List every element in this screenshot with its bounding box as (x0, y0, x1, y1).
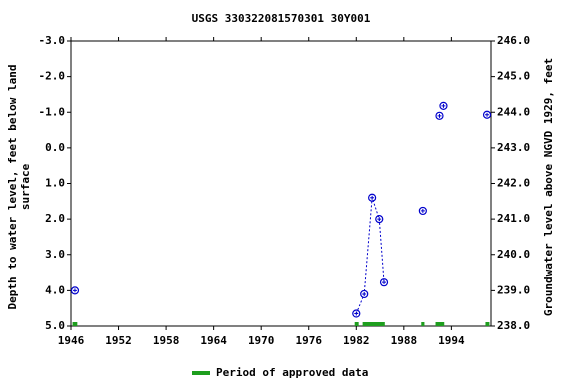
marker-cross (485, 112, 490, 117)
approved-period (354, 322, 359, 326)
data-point (70, 286, 80, 295)
y2-tick-label: 241.0 (497, 212, 530, 225)
marker-circle (375, 215, 384, 224)
marker-circle (360, 289, 369, 299)
x-tick-label: 1964 (200, 334, 227, 347)
marker-cross (382, 280, 387, 285)
chart-title: USGS 330322081570301 30Y001 (192, 12, 371, 25)
x-tick-label: 1958 (153, 334, 180, 347)
approved-period (72, 322, 78, 326)
y2-axis-label: Groundwater level above NGVD 1929, feet (542, 58, 555, 316)
marker-circle (352, 309, 361, 318)
y2-tick-label: 240.0 (497, 248, 530, 261)
y-tick-label: 4.0 (45, 283, 65, 296)
x-tick-label: 1970 (248, 334, 275, 347)
y2-tick-label: 243.0 (497, 141, 530, 154)
x-tick-label: 1982 (343, 334, 370, 347)
data-point (360, 289, 369, 299)
approved-period (435, 322, 445, 326)
data-point (418, 206, 427, 216)
y2-tick-label: 245.0 (497, 70, 530, 83)
marker-circle (435, 111, 444, 120)
y-tick-label: 2.0 (45, 212, 65, 225)
marker-cross (441, 103, 446, 108)
marker-cross (437, 113, 442, 118)
marker-cross (354, 311, 359, 316)
data-point (482, 110, 492, 119)
y2-tick-label: 239.0 (497, 283, 530, 296)
marker-cross (377, 217, 382, 222)
approved-period (421, 322, 425, 326)
y-tick-label: 5.0 (45, 319, 65, 332)
marker-cross (362, 291, 367, 296)
x-tick-label: 1994 (438, 334, 465, 347)
data-point (375, 215, 384, 224)
x-tick-label: 1988 (391, 334, 418, 347)
x-tick-label: 1976 (295, 334, 322, 347)
y-tick-label: 3.0 (45, 248, 65, 261)
data-point (368, 193, 377, 202)
data-point (435, 111, 444, 120)
y2-tick-label: 246.0 (497, 34, 530, 47)
legend-label: Period of approved data (216, 366, 368, 379)
data-point (439, 101, 448, 110)
x-tick-label: 1946 (58, 334, 85, 347)
approved-period (362, 322, 385, 326)
y-axis-label: surface (19, 163, 32, 210)
marker-circle (379, 278, 389, 287)
x-tick-label: 1952 (105, 334, 132, 347)
marker-circle (70, 286, 80, 295)
y2-tick-label: 238.0 (497, 319, 530, 332)
plot-frame (70, 40, 492, 327)
data-point (379, 278, 389, 287)
y-axis-label: Depth to water level, feet below land (6, 64, 19, 309)
y-tick-label: -1.0 (39, 105, 66, 118)
approved-period (485, 322, 490, 326)
y2-tick-label: 242.0 (497, 177, 530, 190)
marker-circle (418, 206, 427, 216)
data-point (352, 309, 361, 318)
marker-cross (72, 288, 77, 293)
marker-circle (482, 110, 492, 119)
marker-cross (370, 195, 375, 200)
y-tick-label: -3.0 (39, 34, 66, 47)
y-tick-label: -2.0 (39, 70, 66, 83)
marker-circle (368, 193, 377, 202)
marker-cross (420, 208, 425, 213)
y2-tick-label: 244.0 (497, 105, 530, 118)
y-tick-label: 1.0 (45, 177, 65, 190)
marker-circle (439, 101, 448, 110)
y-tick-label: 0.0 (45, 141, 65, 154)
